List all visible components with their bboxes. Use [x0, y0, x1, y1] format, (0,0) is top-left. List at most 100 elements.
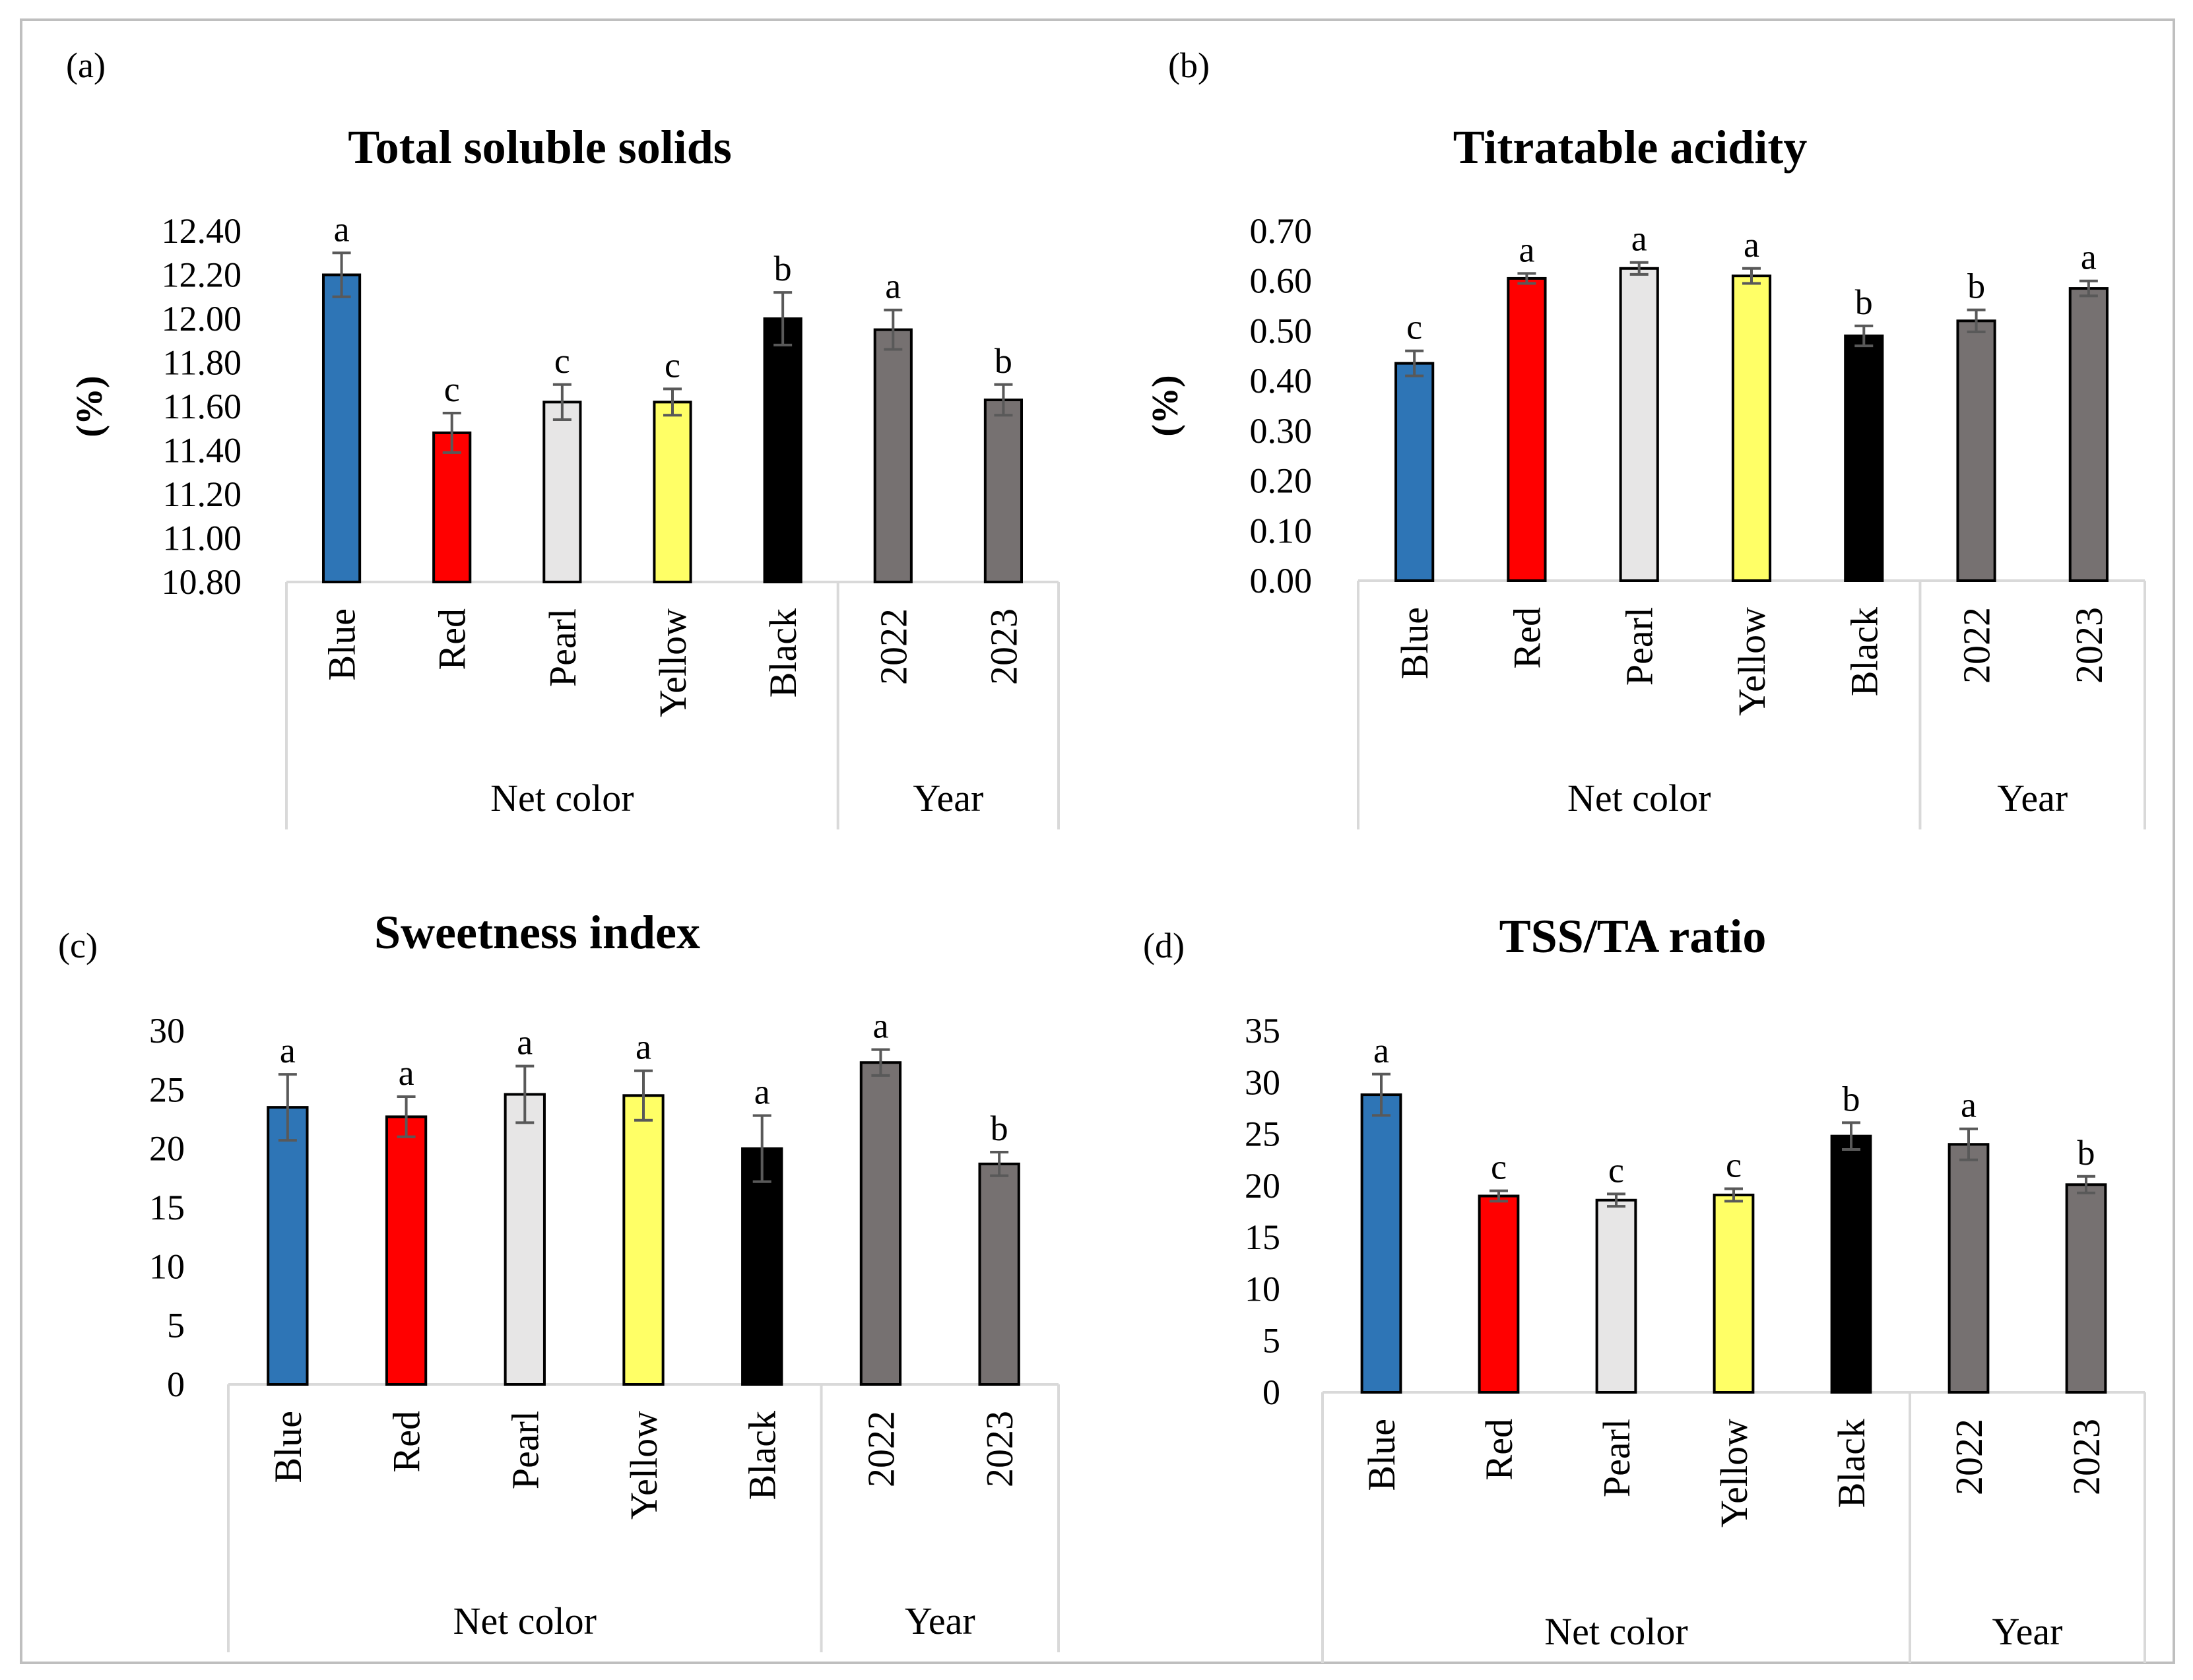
significance-letter: a — [1961, 1085, 1977, 1125]
y-axis-label: (%) — [1145, 375, 1186, 436]
y-tick-label: 15 — [149, 1188, 185, 1227]
bar — [859, 1061, 902, 1386]
significance-letter: a — [1631, 219, 1647, 259]
y-tick-label: 11.60 — [163, 387, 242, 426]
category-label: Black — [1843, 607, 1885, 696]
group-label: Net color — [453, 1599, 597, 1642]
chart-c-svg: 30 25 20 15 10 5 0 Net color Year a Blue a Red a Pearl… — [149, 1006, 1060, 1652]
chart-title-d: TSS/TA ratio — [1499, 910, 1767, 963]
bar — [321, 273, 362, 583]
category-label: Black — [762, 608, 804, 697]
group-label: Net color — [1567, 777, 1711, 820]
group-label: Net color — [490, 777, 634, 820]
y-tick-label: 0.40 — [1250, 361, 1313, 401]
y-tick-label: 11.40 — [163, 431, 242, 470]
bar — [1844, 335, 1884, 582]
bar — [267, 1106, 309, 1386]
figure-frame: (a) Total soluble solids 12.40 12.20 12.00… — [20, 18, 2175, 1664]
y-tick-label: 0.50 — [1250, 311, 1313, 350]
significance-letter: a — [636, 1027, 651, 1067]
category-label: Black — [741, 1411, 784, 1500]
y-tick-label: 0.20 — [1250, 461, 1313, 501]
y-tick-label: 5 — [167, 1306, 185, 1345]
category-label: Pearl — [541, 608, 584, 687]
bar — [2065, 1183, 2107, 1394]
category-label: Red — [431, 608, 474, 670]
category-label: 2023 — [2068, 607, 2111, 684]
y-tick-label: 0.00 — [1250, 561, 1313, 600]
bar — [983, 399, 1024, 584]
category-label: Pearl — [1595, 1419, 1638, 1497]
bar — [1948, 1143, 1990, 1394]
category-label: 2022 — [859, 1411, 902, 1487]
y-tick-label: 0.60 — [1250, 261, 1313, 301]
category-label: Red — [1505, 607, 1548, 668]
significance-letter: c — [1406, 307, 1422, 347]
bar — [1394, 362, 1435, 583]
chart-title-b: Titratable acidity — [1453, 121, 1808, 174]
panel-d: (d) TSS/TA ratio 35 30 25 20 15 10 5 0 Net color… — [1092, 833, 2174, 1664]
category-label: Red — [385, 1411, 428, 1472]
group-label: Year — [913, 777, 983, 820]
group-label: Year — [905, 1599, 975, 1642]
y-tick-label: 12.00 — [162, 299, 242, 339]
significance-letter: c — [444, 370, 460, 409]
y-tick-label: 12.20 — [162, 255, 242, 295]
bar — [1956, 319, 1996, 582]
chart-b-svg: 0.70 0.60 0.50 0.40 0.30 0.20 0.10 0.00 (%) Net c… — [1145, 211, 2146, 829]
y-tick-label: 25 — [149, 1070, 185, 1109]
chart-title-a: Total soluble solids — [348, 121, 732, 174]
bar — [873, 328, 913, 583]
y-tick-label: 12.40 — [162, 211, 242, 251]
y-tick-label: 0.70 — [1250, 211, 1313, 251]
significance-letter: c — [1726, 1146, 1742, 1185]
group-label: Year — [1992, 1610, 2063, 1653]
significance-letter: a — [517, 1023, 533, 1062]
bar — [1731, 275, 1772, 582]
y-tick-label: 11.00 — [163, 519, 242, 558]
significance-letter: b — [774, 249, 792, 288]
bar — [1595, 1198, 1637, 1394]
significance-letter: b — [1855, 282, 1873, 322]
significance-letter: c — [665, 345, 680, 385]
significance-letter: c — [554, 341, 570, 381]
category-label: 2022 — [1955, 607, 1998, 684]
bar — [385, 1115, 428, 1386]
category-label: Yellow — [622, 1411, 665, 1520]
category-label: 2022 — [872, 608, 915, 685]
category-label: Blue — [321, 608, 364, 681]
category-label: Red — [1478, 1419, 1521, 1480]
significance-letter: a — [1744, 225, 1759, 265]
panel-label-a: (a) — [66, 46, 106, 85]
significance-letter: a — [872, 1006, 888, 1046]
category-label: 2023 — [982, 608, 1025, 685]
bar — [432, 431, 472, 584]
significance-letter: a — [885, 267, 901, 306]
significance-letter: a — [2081, 238, 2097, 277]
y-tick-label: 30 — [149, 1011, 185, 1050]
significance-letter: c — [1608, 1150, 1624, 1190]
y-tick-label: 10.80 — [162, 562, 242, 602]
category-label: Blue — [267, 1411, 310, 1483]
category-label: Blue — [1360, 1419, 1403, 1491]
bar — [978, 1162, 1020, 1386]
bar — [622, 1094, 665, 1386]
y-tick-label: 0.30 — [1250, 411, 1313, 451]
y-tick-label: 25 — [1245, 1115, 1280, 1154]
bar — [763, 317, 802, 583]
bar — [1619, 267, 1659, 582]
panel-b: (b) Titratable acidity 0.70 0.60 0.50 0.40 0… — [1092, 21, 2174, 833]
category-label: 2023 — [2065, 1419, 2108, 1495]
bar — [2068, 287, 2109, 582]
group-label: Net color — [1544, 1610, 1687, 1653]
panel-a: (a) Total soluble solids 12.40 12.20 12.00… — [22, 21, 1105, 833]
bar — [1507, 276, 1547, 582]
significance-letter: a — [1373, 1031, 1389, 1070]
significance-letter: a — [334, 209, 350, 249]
bar — [1830, 1134, 1872, 1394]
category-label: Yellow — [1730, 607, 1773, 716]
bar — [653, 401, 692, 583]
significance-letter: b — [1967, 267, 1985, 306]
category-label: Blue — [1393, 607, 1436, 680]
